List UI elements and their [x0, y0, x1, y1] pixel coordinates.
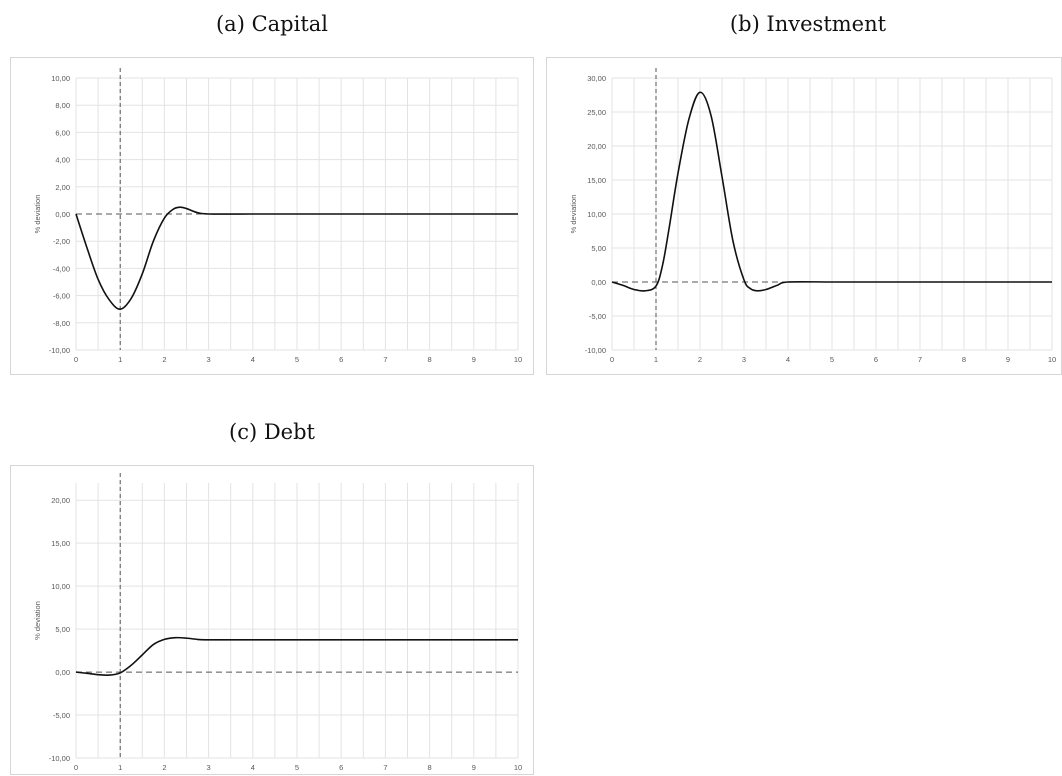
y-tick-label: 6,00	[55, 128, 70, 137]
x-tick-label: 8	[428, 355, 432, 364]
x-tick-label: 0	[74, 355, 78, 364]
y-tick-label: 10,00	[51, 74, 70, 83]
x-tick-label: 7	[383, 355, 387, 364]
investment-chart: 30,00 25,00 20,00 15,00 10,00 5,00 0,00 -5,00 -1…	[569, 68, 1056, 364]
x-tick-label: 9	[472, 763, 476, 772]
x-tick-label: 6	[339, 763, 343, 772]
y-tick-label: -8,00	[53, 319, 70, 328]
x-tick-label: 1	[118, 355, 122, 364]
x-tick-label: 3	[207, 355, 211, 364]
x-tick-label: 0	[74, 763, 78, 772]
x-tick-label: 4	[786, 355, 790, 364]
chart-title-capital: (a) Capital	[215, 12, 329, 36]
y-tick-label: 15,00	[587, 176, 606, 185]
x-tick-label: 4	[251, 355, 255, 364]
x-tick-label: 10	[514, 355, 522, 364]
y-tick-label: -6,00	[53, 292, 70, 301]
debt-chart-panel: 20,00 15,00 10,00 5,00 0,00 -5,00 -10,00 0 1 2 3 4 5…	[10, 465, 534, 775]
y-tick-label: 0,00	[55, 668, 70, 677]
x-tick-label: 3	[742, 355, 746, 364]
capital-chart: 10,00 8,00 6,00 4,00 2,00 0,00 -2,00 -4,00 -6,00…	[33, 68, 522, 364]
y-tick-label: -5,00	[589, 312, 606, 321]
y-tick-label: -10,00	[49, 346, 70, 355]
x-tick-label: 10	[514, 763, 522, 772]
y-tick-label: 10,00	[587, 210, 606, 219]
y-axis-label: % deviation	[569, 195, 578, 234]
x-tick-label: 10	[1048, 355, 1056, 364]
x-tick-label: 0	[610, 355, 614, 364]
y-tick-label: 5,00	[55, 625, 70, 634]
series-line	[611, 91, 1052, 292]
x-tick-label: 8	[962, 355, 966, 364]
x-tick-label: 5	[295, 355, 299, 364]
x-tick-label: 2	[162, 355, 166, 364]
x-tick-label: 2	[162, 763, 166, 772]
x-tick-label: 7	[918, 355, 922, 364]
y-tick-label: 20,00	[51, 496, 70, 505]
y-tick-label: -4,00	[53, 264, 70, 273]
y-tick-label: -2,00	[53, 237, 70, 246]
series-line	[75, 206, 518, 310]
debt-chart: 20,00 15,00 10,00 5,00 0,00 -5,00 -10,00 0 1 2 3 4 5…	[33, 473, 522, 772]
investment-chart-panel: 30,00 25,00 20,00 15,00 10,00 5,00 0,00 -5,00 -1…	[546, 57, 1062, 375]
y-tick-label: 30,00	[587, 74, 606, 83]
y-tick-label: 20,00	[587, 142, 606, 151]
x-tick-label: 5	[830, 355, 834, 364]
y-tick-label: 4,00	[55, 156, 70, 165]
x-tick-label: 5	[295, 763, 299, 772]
x-tick-label: 4	[251, 763, 255, 772]
y-axis-label: % deviation	[33, 195, 42, 234]
y-tick-label: 2,00	[55, 183, 70, 192]
x-tick-label: 6	[874, 355, 878, 364]
series-line	[75, 636, 518, 676]
y-tick-label: 0,00	[591, 278, 606, 287]
y-tick-label: 25,00	[587, 108, 606, 117]
x-tick-label: 3	[207, 763, 211, 772]
y-tick-label: 0,00	[55, 210, 70, 219]
y-tick-label: -5,00	[53, 711, 70, 720]
y-tick-label: 15,00	[51, 539, 70, 548]
y-tick-label: 10,00	[51, 582, 70, 591]
x-tick-label: 6	[339, 355, 343, 364]
y-tick-label: 8,00	[55, 101, 70, 110]
x-tick-label: 1	[654, 355, 658, 364]
x-tick-label: 8	[428, 763, 432, 772]
chart-title-debt: (c) Debt	[229, 420, 315, 444]
x-tick-label: 2	[698, 355, 702, 364]
y-axis-label: % deviation	[33, 601, 42, 640]
y-tick-label: -10,00	[585, 346, 606, 355]
y-tick-label: -10,00	[49, 754, 70, 763]
x-tick-label: 9	[472, 355, 476, 364]
y-tick-label: 5,00	[591, 244, 606, 253]
x-tick-label: 7	[383, 763, 387, 772]
x-tick-label: 1	[118, 763, 122, 772]
chart-title-investment: (b) Investment	[729, 12, 887, 36]
capital-chart-panel: 10,00 8,00 6,00 4,00 2,00 0,00 -2,00 -4,00 -6,00…	[10, 57, 534, 375]
x-tick-label: 9	[1006, 355, 1010, 364]
